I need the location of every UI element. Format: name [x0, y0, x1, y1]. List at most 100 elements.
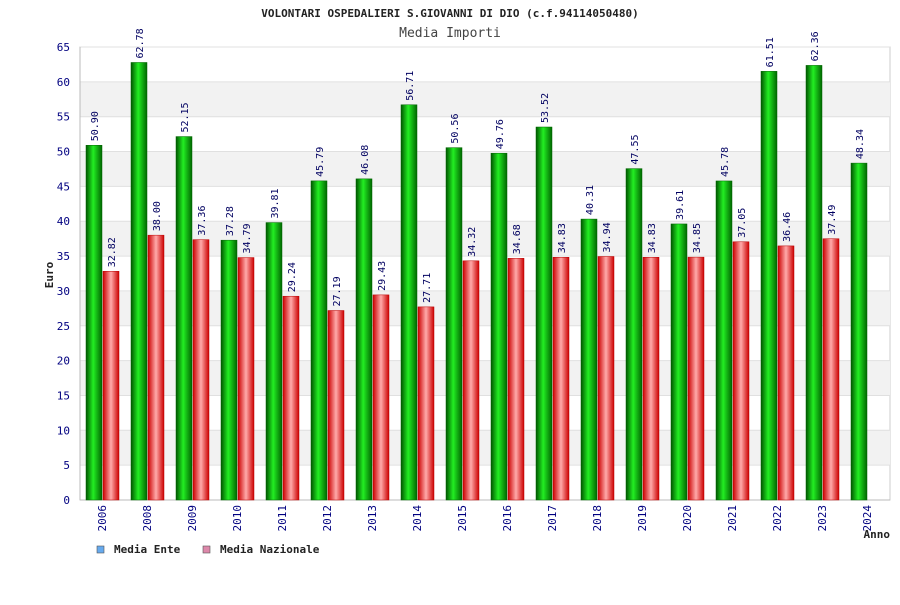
bar-value-label: 32.82 — [107, 237, 118, 267]
bar-value-label: 39.81 — [270, 188, 281, 218]
y-axis-label: Euro — [43, 261, 56, 288]
y-tick-label: 60 — [57, 76, 70, 89]
x-axis-ticks: 2006 2008 2009 2010 2011 2012 2013 2014 2015 2016… — [96, 505, 874, 532]
bar-media-ente — [220, 239, 238, 501]
bar-value-label: 45.79 — [315, 147, 326, 177]
x-tick-label: 2010 — [231, 505, 244, 532]
legend: Media Ente Media Nazionale — [96, 543, 320, 556]
bar-media-ente — [670, 223, 688, 501]
bar-value-label: 34.32 — [467, 227, 478, 257]
bar-value-label: 62.78 — [135, 28, 146, 58]
x-tick-label: 2011 — [276, 505, 289, 532]
bar-media-ente — [265, 222, 283, 501]
grid-band — [80, 81, 890, 117]
y-tick-label: 0 — [63, 494, 70, 507]
bar-media-nazionale — [192, 239, 210, 501]
bar-value-label: 47.55 — [630, 135, 641, 165]
x-tick-label: 2023 — [816, 505, 829, 532]
x-tick-label: 2009 — [186, 505, 199, 532]
legend-label: Media Nazionale — [220, 543, 320, 556]
value-labels: 50.90 32.82 62.78 38.00 52.15 37.36 37.28 34.79… — [90, 28, 866, 306]
y-tick-label: 65 — [57, 41, 70, 54]
bar-value-label: 34.94 — [602, 222, 613, 252]
plot-background — [79, 46, 891, 501]
y-tick-label: 15 — [57, 389, 70, 402]
y-tick-label: 20 — [57, 355, 70, 368]
bar-media-ente — [490, 152, 508, 501]
chart-title: VOLONTARI OSPEDALIERI S.GIOVANNI DI DIO … — [261, 7, 639, 20]
y-tick-label: 25 — [57, 320, 70, 333]
y-tick-label: 10 — [57, 424, 70, 437]
bar-value-label: 27.19 — [332, 276, 343, 306]
bar-value-label: 27.71 — [422, 273, 433, 303]
grid-band — [80, 290, 890, 326]
x-tick-label: 2021 — [726, 505, 739, 532]
bar-value-label: 29.24 — [287, 262, 298, 292]
bar-media-nazionale — [732, 241, 750, 501]
bar-media-nazionale — [552, 257, 570, 501]
plot-area — [79, 46, 891, 501]
x-tick-label: 2006 — [96, 505, 109, 532]
y-tick-label: 5 — [63, 459, 70, 472]
bar-value-label: 37.05 — [737, 208, 748, 238]
bar-value-label: 49.76 — [495, 119, 506, 149]
x-tick-label: 2024 — [861, 505, 874, 532]
bar-media-nazionale — [417, 306, 435, 501]
bar-media-ente — [85, 145, 103, 501]
y-tick-label: 50 — [57, 146, 70, 159]
x-tick-label: 2013 — [366, 505, 379, 532]
bar-media-ente — [715, 180, 733, 501]
legend-swatch — [96, 545, 105, 554]
bar-value-label: 45.78 — [720, 147, 731, 177]
x-tick-label: 2019 — [636, 505, 649, 532]
bar-value-label: 53.52 — [540, 93, 551, 123]
bar-media-nazionale — [327, 310, 345, 501]
bar-value-label: 34.83 — [557, 223, 568, 253]
bar-value-label: 46.08 — [360, 145, 371, 175]
grid-band — [80, 221, 890, 257]
bar-value-label: 39.61 — [675, 190, 686, 220]
bar-media-ente — [400, 104, 418, 501]
bar-value-label: 61.51 — [765, 37, 776, 67]
x-tick-label: 2017 — [546, 505, 559, 532]
bar-media-ente — [625, 168, 643, 501]
bar-value-label: 52.15 — [180, 102, 191, 132]
bar-value-label: 34.68 — [512, 224, 523, 254]
x-tick-label: 2018 — [591, 505, 604, 532]
y-tick-label: 35 — [57, 250, 70, 263]
bar-value-label: 48.34 — [855, 129, 866, 159]
grid-band — [80, 360, 890, 396]
bar-media-nazionale — [282, 295, 300, 501]
x-tick-label: 2020 — [681, 505, 694, 532]
bar-value-label: 40.31 — [585, 185, 596, 215]
y-axis-ticks: 0 5 10 15 20 25 30 35 40 45 50 55 60 65 — [57, 41, 70, 507]
chart-subtitle: Media Importi — [399, 26, 501, 41]
bar-media-nazionale — [777, 245, 795, 501]
bar-value-label: 50.90 — [90, 111, 101, 141]
bar-media-nazionale — [237, 257, 255, 501]
bar-media-nazionale — [147, 234, 165, 501]
bar-value-label: 50.56 — [450, 114, 461, 144]
bar-media-ente — [535, 126, 553, 501]
bar-value-label: 38.00 — [152, 201, 163, 231]
x-tick-label: 2022 — [771, 505, 784, 532]
bar-media-nazionale — [642, 257, 660, 501]
bars — [85, 62, 868, 501]
bar-media-ente — [445, 147, 463, 501]
bar-media-nazionale — [822, 238, 840, 501]
bar-value-label: 29.43 — [377, 261, 388, 291]
bar-media-nazionale — [102, 271, 120, 501]
bar-value-label: 56.71 — [405, 71, 416, 101]
bar-value-label: 34.79 — [242, 223, 253, 253]
bar-value-label: 34.83 — [647, 223, 658, 253]
grid-band — [80, 151, 890, 187]
x-tick-label: 2012 — [321, 505, 334, 532]
bar-value-label: 36.46 — [782, 212, 793, 242]
legend-swatch — [202, 545, 211, 554]
bar-media-ente — [850, 162, 868, 501]
bar-value-label: 62.36 — [810, 31, 821, 61]
bar-media-nazionale — [507, 258, 525, 501]
x-tick-label: 2008 — [141, 505, 154, 532]
